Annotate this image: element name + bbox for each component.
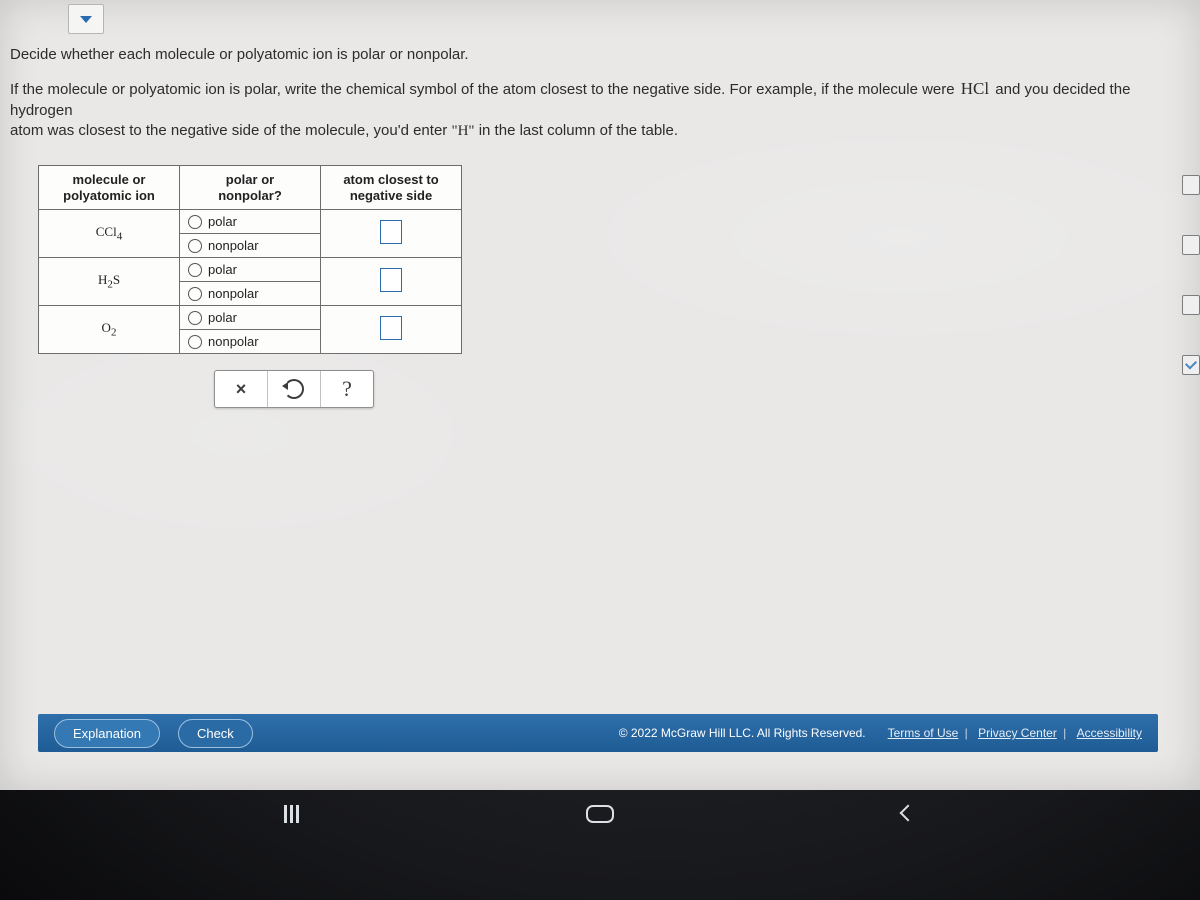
radio-icon [188, 335, 202, 349]
radio-label: nonpolar [208, 286, 259, 301]
atom-input[interactable] [380, 316, 402, 340]
table-header-row: molecule or polyatomic ion polar or nonp… [39, 166, 462, 210]
instruction-line-1: Decide whether each molecule or polyatom… [10, 45, 1170, 65]
action-bar: Explanation Check © 2022 McGraw Hill LLC… [38, 714, 1158, 752]
radio-icon [188, 263, 202, 277]
calculator-icon[interactable] [1182, 295, 1200, 315]
separator: | [965, 726, 968, 740]
molecule-cell: O2 [39, 306, 180, 354]
radio-label: polar [208, 310, 237, 325]
reset-icon [284, 379, 304, 399]
formula-text: H [98, 272, 107, 287]
radio-label: nonpolar [208, 238, 259, 253]
radio-option-nonpolar[interactable]: nonpolar [180, 233, 320, 257]
copyright-text: © 2022 McGraw Hill LLC. All Rights Reser… [619, 726, 866, 740]
radio-icon [188, 311, 202, 325]
example-entry: "H" [451, 123, 474, 139]
instruction-text: If the molecule or polyatomic ion is pol… [10, 81, 959, 98]
header-text: atom closest to [343, 172, 438, 187]
atom-cell [321, 306, 462, 354]
privacy-link[interactable]: Privacy Center [978, 726, 1057, 740]
side-tool-icon[interactable] [1182, 235, 1200, 255]
atom-cell [321, 210, 462, 258]
chevron-down-icon [80, 16, 92, 23]
formula-text: CCl [96, 224, 117, 239]
atom-input[interactable] [380, 220, 402, 244]
atom-input[interactable] [380, 268, 402, 292]
formula-text: O [102, 320, 111, 335]
section-dropdown[interactable] [68, 4, 104, 34]
header-text: polar or [226, 172, 274, 187]
radio-icon [188, 215, 202, 229]
example-formula: HCl [959, 79, 991, 98]
polarity-cell: polar nonpolar [180, 258, 321, 306]
x-icon: × [236, 379, 247, 400]
table-row: O2 polar nonpolar [39, 306, 462, 354]
radio-option-nonpolar[interactable]: nonpolar [180, 329, 320, 353]
app-panel: Decide whether each molecule or polyatom… [0, 0, 1200, 790]
side-tool-icon[interactable] [1182, 175, 1200, 195]
atom-cell [321, 258, 462, 306]
formula-text: S [113, 272, 120, 287]
table-row: CCl4 polar nonpolar [39, 210, 462, 258]
molecule-cell: H2S [39, 258, 180, 306]
accessibility-link[interactable]: Accessibility [1077, 726, 1142, 740]
clear-button[interactable]: × [215, 371, 267, 407]
radio-option-polar[interactable]: polar [180, 306, 320, 329]
radio-option-polar[interactable]: polar [180, 210, 320, 233]
header-molecule: molecule or polyatomic ion [39, 166, 180, 210]
answer-toolbar: × ? [214, 370, 374, 408]
polarity-cell: polar nonpolar [180, 210, 321, 258]
header-text: molecule or [73, 172, 146, 187]
formula-subscript: 2 [111, 327, 117, 339]
radio-label: polar [208, 262, 237, 277]
explanation-button[interactable]: Explanation [54, 719, 160, 748]
instruction-text: atom was closest to the negative side of… [10, 122, 451, 139]
screen: Decide whether each molecule or polyatom… [0, 0, 1200, 900]
radio-label: nonpolar [208, 334, 259, 349]
check-button[interactable]: Check [178, 719, 253, 748]
header-polarity: polar or nonpolar? [180, 166, 321, 210]
radio-icon [188, 239, 202, 253]
molecule-cell: CCl4 [39, 210, 180, 258]
device-nav-bar [50, 796, 1150, 832]
radio-option-nonpolar[interactable]: nonpolar [180, 281, 320, 305]
question-icon: ? [342, 376, 352, 402]
header-atom: atom closest to negative side [321, 166, 462, 210]
side-tool-strip [1182, 175, 1200, 375]
header-text: nonpolar? [218, 188, 282, 203]
recents-icon[interactable] [280, 803, 302, 825]
header-text: negative side [350, 188, 432, 203]
instruction-line-2: If the molecule or polyatomic ion is pol… [10, 78, 1170, 141]
instruction-text: in the last column of the table. [479, 122, 678, 139]
polarity-cell: polar nonpolar [180, 306, 321, 354]
radio-label: polar [208, 214, 237, 229]
table-row: H2S polar nonpolar [39, 258, 462, 306]
reset-button[interactable] [267, 371, 320, 407]
checkbox-icon[interactable] [1182, 355, 1200, 375]
header-text: polyatomic ion [63, 188, 155, 203]
polarity-table: molecule or polyatomic ion polar or nonp… [38, 165, 462, 354]
terms-link[interactable]: Terms of Use [888, 726, 959, 740]
home-icon[interactable] [586, 805, 614, 823]
help-button[interactable]: ? [320, 371, 373, 407]
separator: | [1063, 726, 1066, 740]
back-icon[interactable] [898, 803, 920, 825]
radio-icon [188, 287, 202, 301]
formula-subscript: 4 [117, 231, 123, 243]
radio-option-polar[interactable]: polar [180, 258, 320, 281]
